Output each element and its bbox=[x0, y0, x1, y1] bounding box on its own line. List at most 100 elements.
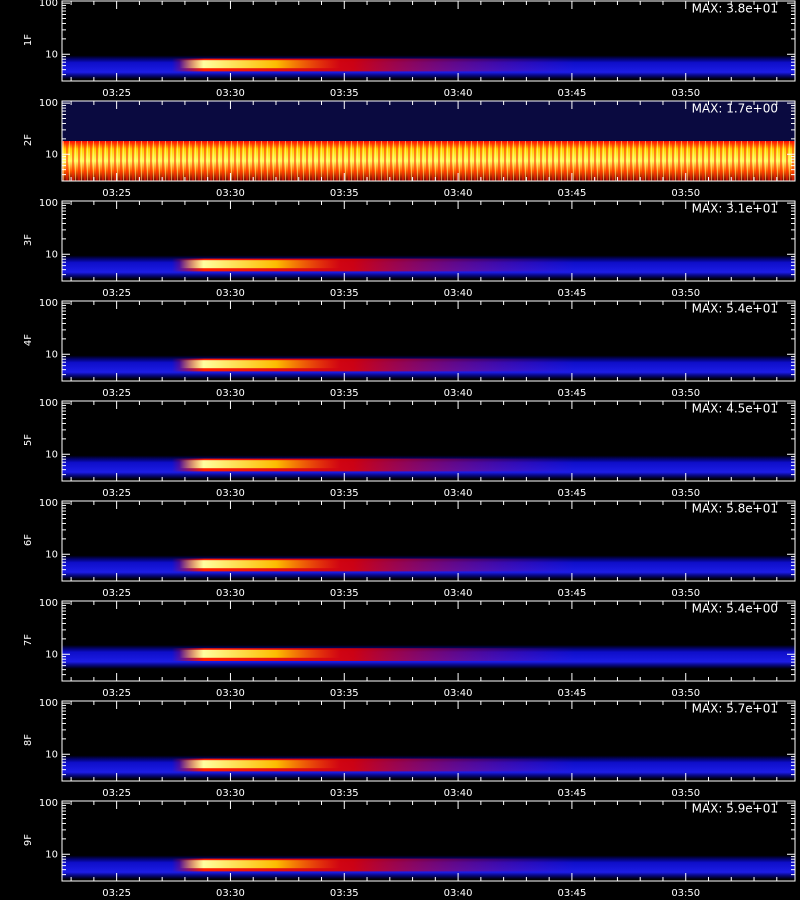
x-tick-label: 03:30 bbox=[216, 888, 245, 899]
plot-frame bbox=[61, 400, 796, 482]
x-tick-label: 03:45 bbox=[557, 588, 586, 599]
x-tick-label: 03:50 bbox=[671, 388, 700, 399]
x-tick-label: 03:35 bbox=[330, 488, 359, 499]
plot-frame bbox=[61, 800, 796, 882]
y-tick-label: 10 bbox=[45, 449, 58, 460]
plot-frame bbox=[61, 100, 796, 182]
x-tick-label: 03:50 bbox=[671, 788, 700, 799]
x-tick-label: 03:35 bbox=[330, 88, 359, 99]
x-tick-label: 03:45 bbox=[557, 488, 586, 499]
y-tick-label: 100 bbox=[39, 298, 58, 309]
plot-frame bbox=[61, 600, 796, 682]
plot-frame bbox=[61, 0, 796, 82]
panel: 6F MAX: 5.8e+01 10 100 03:25 03:30 03:35 03:40 0… bbox=[23, 498, 796, 599]
x-tick-label: 03:50 bbox=[671, 888, 700, 899]
x-tick-label: 03:35 bbox=[330, 388, 359, 399]
emission-core bbox=[179, 60, 341, 69]
emission-core bbox=[179, 649, 341, 658]
x-tick-label: 03:40 bbox=[444, 788, 473, 799]
x-tick-label: 03:45 bbox=[557, 688, 586, 699]
y-axis-label: 2F bbox=[23, 134, 34, 146]
x-tick-label: 03:45 bbox=[557, 888, 586, 899]
x-tick-label: 03:50 bbox=[671, 488, 700, 499]
x-tick-label: 03:35 bbox=[330, 888, 359, 899]
y-axis-label: 3F bbox=[23, 234, 34, 246]
y-axis-label: 9F bbox=[23, 834, 34, 846]
panel: 5F MAX: 4.5e+01 10 100 03:25 03:30 03:35 03:40 0… bbox=[23, 398, 796, 499]
emission-core bbox=[179, 260, 341, 269]
x-tick-label: 03:50 bbox=[671, 288, 700, 299]
x-tick-label: 03:30 bbox=[216, 488, 245, 499]
plot-frame bbox=[61, 300, 796, 382]
x-tick-label: 03:40 bbox=[444, 388, 473, 399]
emission-core bbox=[179, 360, 341, 369]
y-axis-label: 6F bbox=[23, 534, 34, 546]
y-tick-label: 10 bbox=[45, 249, 58, 260]
y-tick-label: 10 bbox=[45, 349, 58, 360]
background-glow bbox=[62, 101, 795, 141]
max-annotation: MAX: 5.4e+00 bbox=[692, 602, 778, 616]
x-tick-label: 03:35 bbox=[330, 788, 359, 799]
max-annotation: MAX: 5.4e+01 bbox=[692, 302, 778, 316]
panel: 7F MAX: 5.4e+00 10 100 03:25 03:30 03:35 03:40 0… bbox=[23, 598, 796, 699]
max-annotation: MAX: 5.7e+01 bbox=[692, 702, 778, 716]
plot-frame bbox=[61, 200, 796, 282]
y-tick-label: 100 bbox=[39, 198, 58, 209]
x-tick-label: 03:35 bbox=[330, 688, 359, 699]
y-tick-label: 100 bbox=[39, 398, 58, 409]
y-axis-label: 8F bbox=[23, 734, 34, 746]
y-tick-label: 100 bbox=[39, 98, 58, 109]
y-tick-label: 100 bbox=[39, 598, 58, 609]
x-tick-label: 03:40 bbox=[444, 688, 473, 699]
x-tick-label: 03:50 bbox=[671, 188, 700, 199]
max-annotation: MAX: 5.9e+01 bbox=[692, 802, 778, 816]
x-tick-label: 03:25 bbox=[102, 788, 131, 799]
y-axis-label: 1F bbox=[23, 34, 34, 46]
x-tick-label: 03:30 bbox=[216, 788, 245, 799]
x-tick-label: 03:35 bbox=[330, 288, 359, 299]
x-tick-label: 03:30 bbox=[216, 588, 245, 599]
x-tick-label: 03:40 bbox=[444, 188, 473, 199]
x-tick-label: 03:40 bbox=[444, 588, 473, 599]
x-tick-label: 03:40 bbox=[444, 488, 473, 499]
panel: 1F MAX: 3.8e+01 10 100 03:25 03:30 03:35 03:40 0… bbox=[23, 0, 796, 99]
x-tick-label: 03:45 bbox=[557, 288, 586, 299]
panel: 2F MAX: 1.7e+00 10 100 03:25 03:30 03:35 03:40 0… bbox=[23, 98, 796, 199]
x-tick-label: 03:25 bbox=[102, 288, 131, 299]
x-tick-label: 03:35 bbox=[330, 188, 359, 199]
panel: 8F MAX: 5.7e+01 10 100 03:25 03:30 03:35 03:40 0… bbox=[23, 698, 796, 799]
x-tick-label: 03:40 bbox=[444, 888, 473, 899]
y-axis-label: 7F bbox=[23, 634, 34, 646]
panel: 3F MAX: 3.1e+01 10 100 03:25 03:30 03:35 03:40 0… bbox=[23, 198, 796, 299]
x-tick-label: 03:45 bbox=[557, 388, 586, 399]
x-tick-label: 03:30 bbox=[216, 288, 245, 299]
emission-core bbox=[179, 560, 341, 569]
y-axis-label: 4F bbox=[23, 334, 34, 346]
panel: 9F MAX: 5.9e+01 10 100 03:25 03:30 03:35 03:40 0… bbox=[23, 798, 796, 899]
max-annotation: MAX: 5.8e+01 bbox=[692, 502, 778, 516]
y-tick-label: 10 bbox=[45, 549, 58, 560]
x-tick-label: 03:25 bbox=[102, 88, 131, 99]
x-tick-label: 03:30 bbox=[216, 688, 245, 699]
x-tick-label: 03:25 bbox=[102, 488, 131, 499]
x-tick-label: 03:45 bbox=[557, 88, 586, 99]
emission-noise bbox=[62, 141, 795, 181]
y-tick-label: 10 bbox=[45, 749, 58, 760]
max-annotation: MAX: 3.8e+01 bbox=[692, 2, 778, 16]
y-tick-label: 100 bbox=[39, 698, 58, 709]
plot-frame bbox=[61, 700, 796, 782]
x-tick-label: 03:25 bbox=[102, 888, 131, 899]
y-tick-label: 100 bbox=[39, 798, 58, 809]
x-tick-label: 03:30 bbox=[216, 388, 245, 399]
x-tick-label: 03:45 bbox=[557, 188, 586, 199]
x-tick-label: 03:50 bbox=[671, 688, 700, 699]
max-annotation: MAX: 1.7e+00 bbox=[692, 102, 778, 116]
x-tick-label: 03:40 bbox=[444, 288, 473, 299]
y-tick-label: 10 bbox=[45, 149, 58, 160]
x-tick-label: 03:35 bbox=[330, 588, 359, 599]
y-axis-label: 5F bbox=[23, 434, 34, 446]
x-tick-label: 03:25 bbox=[102, 188, 131, 199]
max-annotation: MAX: 3.1e+01 bbox=[692, 202, 778, 216]
x-tick-label: 03:50 bbox=[671, 588, 700, 599]
